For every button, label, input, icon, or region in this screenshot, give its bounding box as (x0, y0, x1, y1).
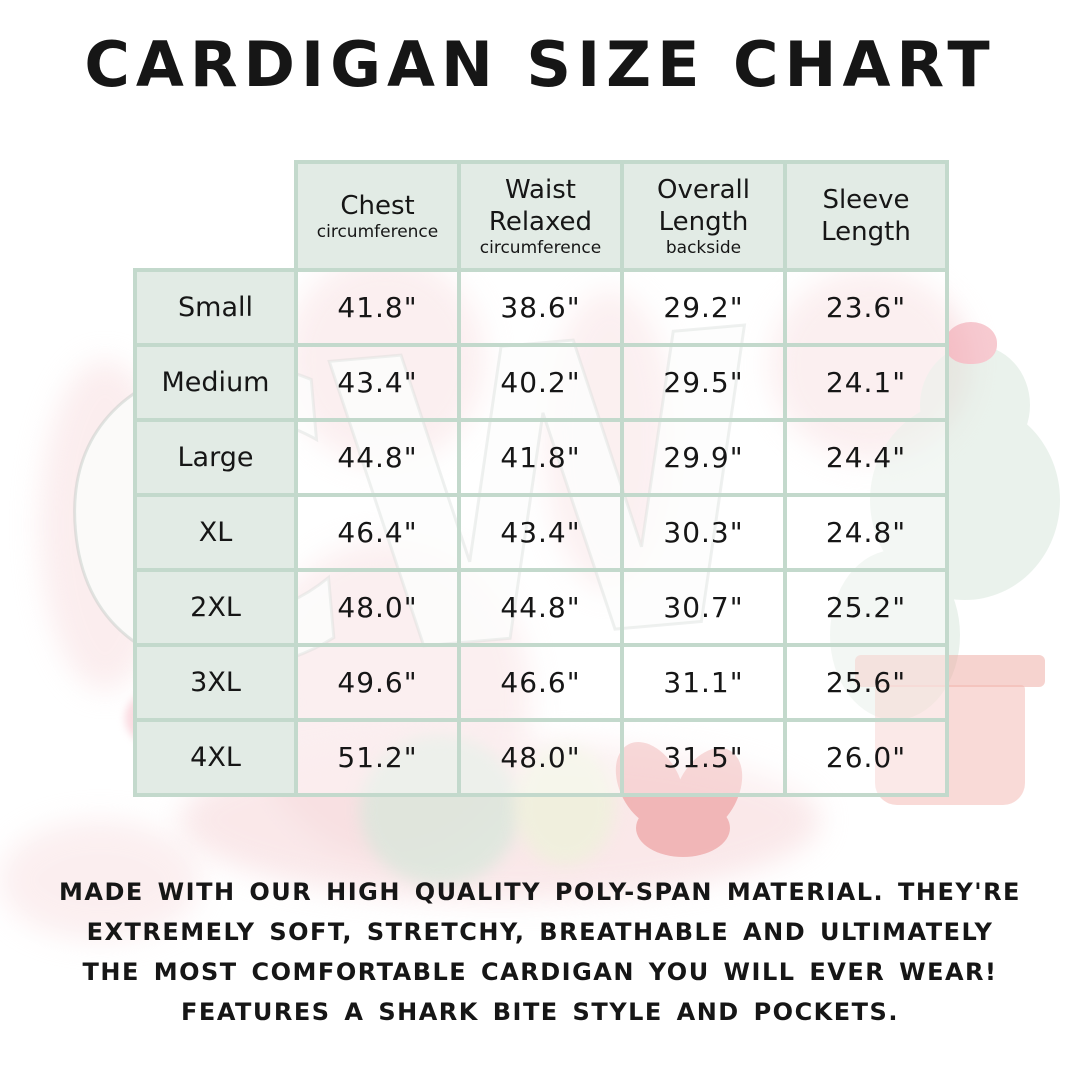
description-line: THE MOST COMFORTABLE CARDIGAN YOU WILL E… (82, 958, 998, 986)
cactus-flower (945, 322, 997, 364)
measurement-value-cell: 46.4" (294, 493, 461, 572)
column-header-sleeve-length: Sleeve Length (783, 160, 949, 272)
measurement-value-cell: 38.6" (457, 268, 624, 347)
measurement-value-cell: 30.3" (620, 493, 787, 572)
size-label-cell: Large (133, 418, 298, 497)
table-row-small: Small 41.8" 38.6" 29.2" 23.6" (133, 268, 949, 347)
column-header-sublabel: circumference (479, 238, 602, 258)
measurement-value-cell: 31.5" (620, 718, 787, 797)
measurement-value-cell: 29.2" (620, 268, 787, 347)
measurement-value-cell: 43.4" (457, 493, 624, 572)
table-row-3xl: 3XL 49.6" 46.6" 31.1" 25.6" (133, 643, 949, 722)
measurement-value-cell: 44.8" (457, 568, 624, 647)
measurement-value-cell: 46.6" (457, 643, 624, 722)
size-chart-table: Chest circumference Waist Relaxed circum… (133, 160, 949, 797)
size-label-cell: 3XL (133, 643, 298, 722)
table-corner-empty (135, 162, 296, 270)
column-header-label: Chest (340, 191, 415, 221)
measurement-value-cell: 23.6" (783, 268, 949, 347)
measurement-value-cell: 48.0" (457, 718, 624, 797)
description-text: MADE WITH OUR HIGH QUALITY POLY-SPAN MAT… (0, 872, 1080, 1032)
size-label-cell: 2XL (133, 568, 298, 647)
table-row-4xl: 4XL 51.2" 48.0" 31.5" 26.0" (133, 718, 949, 797)
measurement-value-cell: 51.2" (294, 718, 461, 797)
column-header-label: Sleeve Length (821, 185, 911, 247)
measurement-value-cell: 43.4" (294, 343, 461, 422)
measurement-value-cell: 40.2" (457, 343, 624, 422)
table-header-row: Chest circumference Waist Relaxed circum… (135, 160, 949, 272)
table-row-xl: XL 46.4" 43.4" 30.3" 24.8" (133, 493, 949, 572)
measurement-value-cell: 24.4" (783, 418, 949, 497)
size-label-cell: Medium (133, 343, 298, 422)
column-header-sublabel: backside (665, 238, 742, 258)
column-header-label: Overall Length (657, 175, 750, 237)
measurement-value-cell: 49.6" (294, 643, 461, 722)
column-header-sublabel: circumference (316, 222, 439, 242)
flower-petal (636, 799, 730, 857)
measurement-value-cell: 41.8" (457, 418, 624, 497)
column-header-chest: Chest circumference (294, 160, 461, 272)
measurement-value-cell: 41.8" (294, 268, 461, 347)
table-row-large: Large 44.8" 41.8" 29.9" 24.4" (133, 418, 949, 497)
size-label-cell: 4XL (133, 718, 298, 797)
description-line: EXTREMELY SOFT, STRETCHY, BREATHABLE AND… (86, 918, 994, 946)
description-line: FEATURES A SHARK BITE STYLE AND POCKETS. (181, 998, 899, 1026)
column-header-waist: Waist Relaxed circumference (457, 160, 624, 272)
measurement-value-cell: 25.6" (783, 643, 949, 722)
measurement-value-cell: 25.2" (783, 568, 949, 647)
measurement-value-cell: 44.8" (294, 418, 461, 497)
measurement-value-cell: 30.7" (620, 568, 787, 647)
page-title: CARDIGAN SIZE CHART (84, 28, 996, 101)
measurement-value-cell: 26.0" (783, 718, 949, 797)
measurement-value-cell: 29.5" (620, 343, 787, 422)
measurement-value-cell: 24.1" (783, 343, 949, 422)
size-label-cell: Small (133, 268, 298, 347)
size-label-cell: XL (133, 493, 298, 572)
column-header-overall-length: Overall Length backside (620, 160, 787, 272)
column-header-label: Waist Relaxed (488, 175, 593, 237)
table-row-medium: Medium 43.4" 40.2" 29.5" 24.1" (133, 343, 949, 422)
measurement-value-cell: 24.8" (783, 493, 949, 572)
description-line: MADE WITH OUR HIGH QUALITY POLY-SPAN MAT… (59, 878, 1021, 906)
measurement-value-cell: 48.0" (294, 568, 461, 647)
measurement-value-cell: 29.9" (620, 418, 787, 497)
measurement-value-cell: 31.1" (620, 643, 787, 722)
table-row-2xl: 2XL 48.0" 44.8" 30.7" 25.2" (133, 568, 949, 647)
